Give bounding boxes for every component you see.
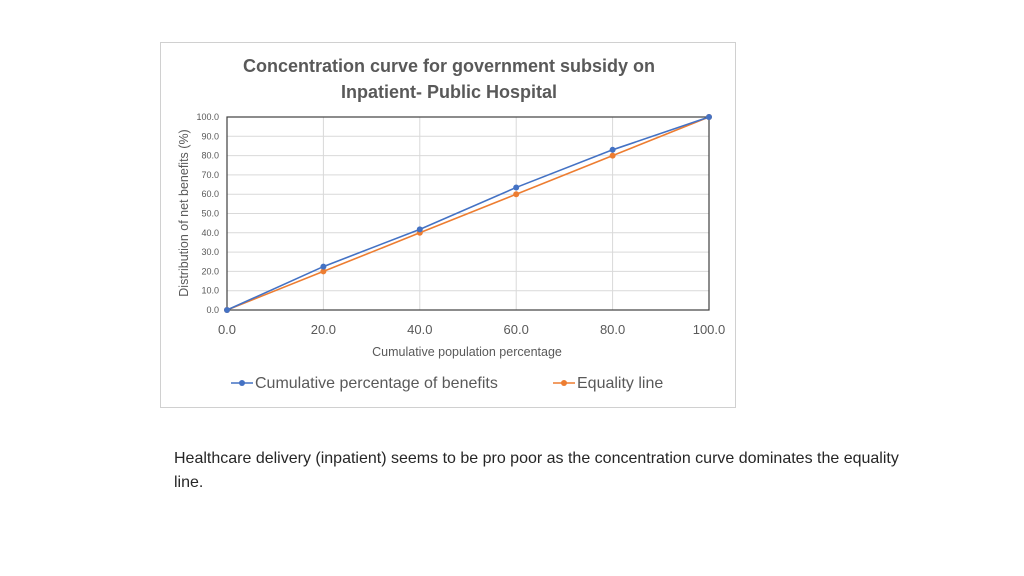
- y-axis-label: Distribution of net benefits (%): [177, 129, 191, 296]
- x-tick-labels: 0.0 20.0 40.0 60.0 80.0 100.0: [218, 322, 725, 337]
- y-tick-label: 100.0: [196, 112, 219, 122]
- legend-marker-dot: [561, 380, 567, 386]
- y-tick-label: 20.0: [201, 266, 219, 276]
- x-tick-label: 20.0: [311, 322, 336, 337]
- legend-item: Cumulative percentage of benefits: [231, 375, 498, 392]
- y-tick-label: 30.0: [201, 247, 219, 257]
- plot-area-border: [226, 116, 710, 311]
- y-tick-label: 40.0: [201, 228, 219, 238]
- data-point: [706, 114, 712, 120]
- x-tick-label: 80.0: [600, 322, 625, 337]
- data-point: [513, 191, 520, 198]
- x-tick-label: 40.0: [407, 322, 432, 337]
- series-layer: [224, 114, 712, 313]
- legend-item: Equality line: [553, 375, 663, 392]
- y-tick-label: 10.0: [201, 286, 219, 296]
- chart-svg: Concentration curve for government subsi…: [177, 56, 725, 392]
- y-tick-label: 0.0: [206, 305, 219, 315]
- y-tick-label: 80.0: [201, 151, 219, 161]
- data-point: [513, 184, 520, 191]
- legend-label: Equality line: [577, 375, 663, 392]
- data-point: [320, 263, 327, 270]
- y-tick-label: 60.0: [201, 189, 219, 199]
- legend-marker-dot: [239, 380, 245, 386]
- series-line: [226, 116, 710, 311]
- data-point: [609, 152, 616, 159]
- x-tick-label: 0.0: [218, 322, 236, 337]
- data-point: [416, 226, 423, 233]
- x-axis-label: Cumulative population percentage: [372, 345, 562, 359]
- y-tick-labels: 0.0 10.0 20.0 30.0 40.0 50.0 60.0 70.0 80.0 90.0 1…: [196, 112, 219, 315]
- x-tick-label: 60.0: [504, 322, 529, 337]
- data-point: [320, 268, 327, 275]
- series-0: [224, 114, 712, 313]
- data-point: [609, 146, 616, 153]
- y-tick-label: 70.0: [201, 170, 219, 180]
- chart-title-line-2: Inpatient- Public Hospital: [341, 82, 557, 102]
- series-line: [226, 116, 710, 311]
- chart-container: Concentration curve for government subsi…: [160, 42, 736, 408]
- data-point: [224, 307, 230, 313]
- y-tick-label: 90.0: [201, 131, 219, 141]
- legend: Cumulative percentage of benefits Equalit…: [231, 375, 663, 392]
- chart-title-line-1: Concentration curve for government subsi…: [243, 56, 655, 76]
- x-tick-label: 100.0: [693, 322, 726, 337]
- caption-note: Healthcare delivery (inpatient) seems to…: [174, 450, 899, 491]
- y-tick-label: 50.0: [201, 209, 219, 219]
- legend-label: Cumulative percentage of benefits: [255, 375, 498, 392]
